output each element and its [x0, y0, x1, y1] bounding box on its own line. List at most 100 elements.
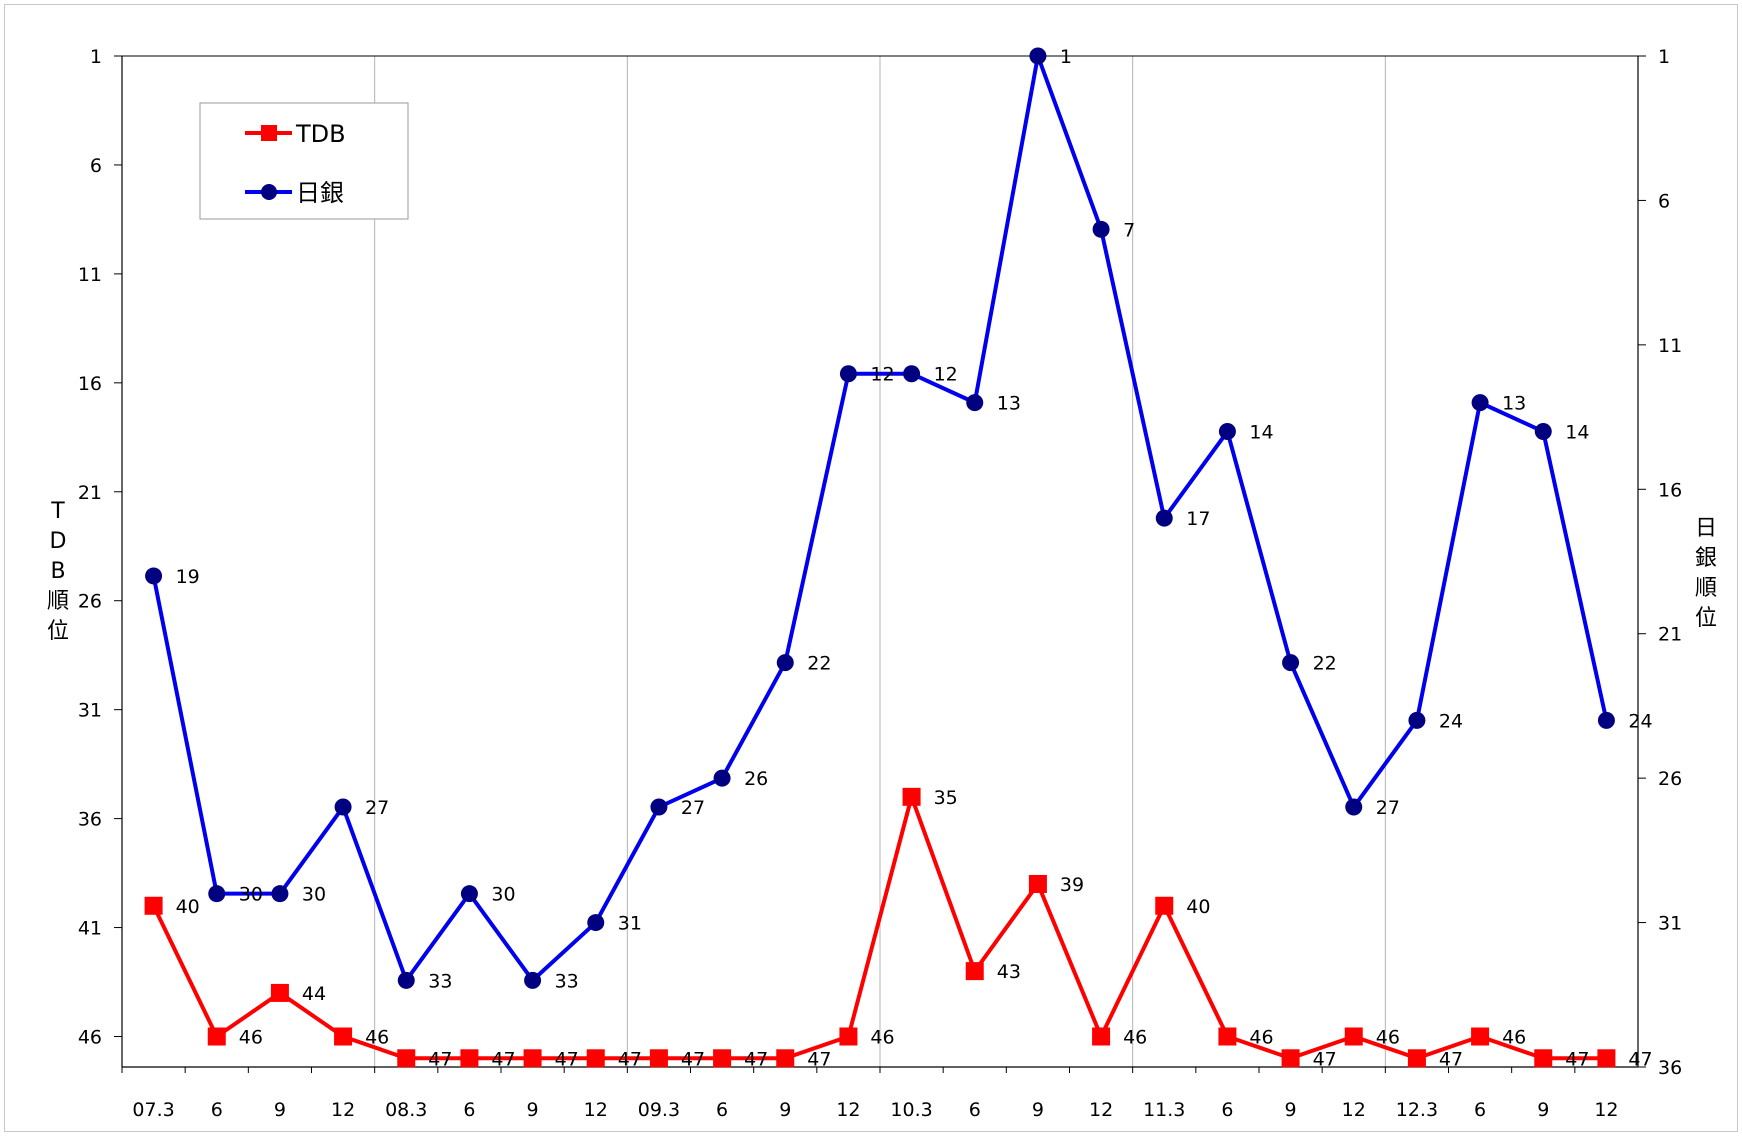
data-label-boj: 22: [1313, 653, 1337, 675]
data-label-boj: 33: [555, 970, 579, 992]
data-label-tdb: 47: [555, 1048, 579, 1070]
y-left-title-char: T: [50, 499, 65, 524]
data-label-tdb: 47: [1313, 1048, 1337, 1070]
data-point-boj: [966, 394, 984, 412]
data-label-boj: 1: [1060, 46, 1072, 68]
data-label-tdb: 47: [807, 1048, 831, 1070]
y-right-title-char: 順: [1695, 576, 1717, 601]
y-left-tick-label: 6: [90, 155, 102, 177]
data-point-tdb: [334, 1027, 353, 1046]
x-tick-label: 12: [1089, 1099, 1113, 1121]
x-tick-label: 09.3: [638, 1099, 680, 1121]
data-point-boj: [1597, 711, 1615, 729]
x-tick-label: 12: [584, 1099, 608, 1121]
data-label-tdb: 40: [176, 896, 200, 918]
data-label-boj: 27: [365, 797, 389, 819]
x-tick-label: 6: [211, 1099, 223, 1121]
data-label-boj: 13: [997, 393, 1021, 415]
data-point-boj: [145, 567, 163, 585]
data-label-tdb: 47: [744, 1048, 768, 1070]
data-label-boj: 27: [681, 797, 705, 819]
data-point-boj: [1471, 394, 1489, 412]
data-point-tdb: [460, 1049, 479, 1068]
data-point-boj: [1345, 798, 1363, 816]
data-label-boj: 7: [1123, 219, 1135, 241]
data-point-tdb: [649, 1049, 668, 1068]
data-label-boj: 30: [491, 884, 515, 906]
y-left-tick-label: 46: [78, 1026, 102, 1048]
x-tick-label: 6: [463, 1099, 475, 1121]
data-point-boj: [208, 885, 226, 903]
data-label-tdb: 40: [1186, 896, 1210, 918]
x-tick-label: 08.3: [385, 1099, 427, 1121]
data-label-tdb: 47: [491, 1048, 515, 1070]
legend-boj-marker: [261, 184, 277, 200]
y-left-tick-label: 21: [78, 482, 102, 504]
data-point-tdb: [1092, 1027, 1111, 1046]
data-label-tdb: 43: [997, 961, 1021, 983]
data-label-tdb: 46: [239, 1026, 263, 1048]
legend-tdb-label: TDB: [295, 120, 346, 148]
y-right-tick-label: 11: [1658, 335, 1682, 357]
data-label-boj: 30: [302, 884, 326, 906]
data-label-boj: 24: [1628, 710, 1652, 732]
y-right-title-char: 銀: [1695, 546, 1717, 571]
x-tick-label: 9: [779, 1099, 791, 1121]
data-point-boj: [587, 914, 605, 932]
data-point-tdb: [144, 896, 163, 915]
legend-boj-label: 日銀: [296, 179, 344, 207]
data-point-tdb: [270, 983, 289, 1002]
x-tick-label: 12: [1342, 1099, 1366, 1121]
data-point-tdb: [1281, 1049, 1300, 1068]
data-point-boj: [650, 798, 668, 816]
y-right-tick-label: 21: [1658, 624, 1682, 646]
chart-frame: [4, 4, 1738, 1132]
data-label-boj: 22: [807, 653, 831, 675]
data-label-tdb: 47: [1439, 1048, 1463, 1070]
data-label-boj: 33: [428, 970, 452, 992]
x-tick-label: 10.3: [890, 1099, 932, 1121]
data-point-tdb: [1471, 1027, 1490, 1046]
y-left-title-char: B: [50, 559, 65, 584]
data-point-tdb: [397, 1049, 416, 1068]
x-tick-label: 9: [1032, 1099, 1044, 1121]
data-point-boj: [1408, 711, 1426, 729]
data-point-tdb: [1534, 1049, 1553, 1068]
data-label-tdb: 39: [1060, 874, 1084, 896]
data-point-tdb: [1218, 1027, 1237, 1046]
data-label-boj: 27: [1376, 797, 1400, 819]
data-label-tdb: 44: [302, 983, 326, 1005]
y-left-title-char: D: [50, 529, 67, 554]
data-label-boj: 14: [1565, 422, 1589, 444]
x-tick-label: 12: [836, 1099, 860, 1121]
data-label-boj: 31: [618, 913, 642, 935]
data-point-boj: [271, 885, 289, 903]
data-point-tdb: [776, 1049, 795, 1068]
y-right-tick-label: 1: [1658, 46, 1670, 68]
y-left-title-char: 順: [47, 589, 69, 614]
data-point-tdb: [965, 962, 984, 981]
legend-box: [199, 102, 409, 220]
data-label-tdb: 46: [1123, 1026, 1147, 1048]
data-label-tdb: 47: [1628, 1048, 1652, 1070]
y-right-title-char: 日: [1695, 516, 1717, 541]
data-label-tdb: 46: [870, 1026, 894, 1048]
data-label-boj: 30: [239, 884, 263, 906]
data-point-boj: [397, 971, 415, 989]
data-point-tdb: [1028, 874, 1047, 893]
x-tick-label: 6: [1221, 1099, 1233, 1121]
data-point-boj: [1534, 423, 1552, 441]
x-tick-label: 12: [331, 1099, 355, 1121]
data-label-tdb: 47: [428, 1048, 452, 1070]
series-line-tdb: [151, 794, 1607, 1061]
legend: TDB 日銀: [199, 102, 409, 220]
x-tick-label: 9: [274, 1099, 286, 1121]
y-left-tick-label: 41: [78, 918, 102, 940]
data-label-tdb: 46: [1502, 1026, 1526, 1048]
data-point-tdb: [839, 1027, 858, 1046]
data-point-tdb: [207, 1027, 226, 1046]
x-tick-label: 07.3: [132, 1099, 174, 1121]
x-tick-label: 9: [1537, 1099, 1549, 1121]
y-left-title-char: 位: [47, 619, 69, 644]
